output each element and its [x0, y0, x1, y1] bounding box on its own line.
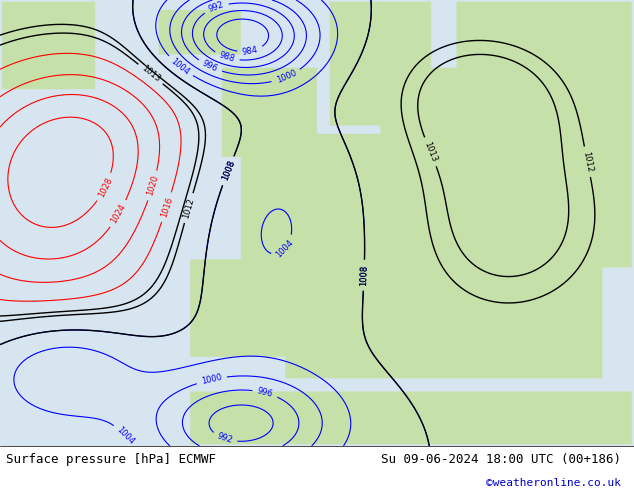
Text: Surface pressure [hPa] ECMWF: Surface pressure [hPa] ECMWF — [6, 453, 216, 466]
Text: 1004: 1004 — [115, 425, 136, 446]
Text: 1016: 1016 — [159, 196, 174, 219]
Text: ©weatheronline.co.uk: ©weatheronline.co.uk — [486, 478, 621, 489]
Text: 1000: 1000 — [200, 373, 223, 386]
Text: 988: 988 — [218, 50, 236, 64]
Text: 984: 984 — [242, 45, 259, 57]
Text: 1008: 1008 — [359, 265, 369, 286]
Text: 1004: 1004 — [169, 56, 191, 77]
Text: 1008: 1008 — [220, 159, 236, 182]
Text: 1012: 1012 — [581, 150, 594, 173]
Text: Su 09-06-2024 18:00 UTC (00+186): Su 09-06-2024 18:00 UTC (00+186) — [381, 453, 621, 466]
Text: 1013: 1013 — [139, 64, 162, 84]
Text: 992: 992 — [207, 0, 225, 14]
Text: 996: 996 — [201, 59, 219, 74]
Text: 1012: 1012 — [181, 196, 196, 220]
Text: 1000: 1000 — [275, 69, 298, 85]
Text: 992: 992 — [216, 432, 234, 445]
Text: 1028: 1028 — [96, 176, 113, 199]
Text: 1013: 1013 — [422, 140, 439, 163]
Text: 996: 996 — [256, 387, 274, 399]
Text: 1020: 1020 — [145, 174, 160, 197]
Text: 1008: 1008 — [220, 159, 236, 182]
Text: 1008: 1008 — [359, 265, 369, 286]
Text: 1024: 1024 — [110, 202, 128, 225]
Text: 1004: 1004 — [275, 238, 295, 259]
